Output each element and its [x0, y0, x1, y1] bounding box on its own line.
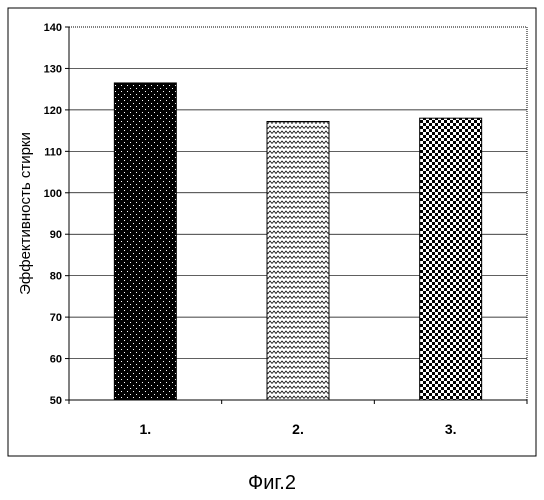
y-tick-label: 60	[50, 354, 62, 366]
bar-1	[114, 83, 176, 400]
x-tick-label: 1.	[139, 421, 151, 437]
y-tick-label: 120	[44, 105, 62, 117]
bar-3	[420, 118, 482, 400]
bar-2	[267, 121, 329, 400]
y-tick-label: 100	[44, 188, 62, 200]
y-tick-label: 70	[50, 312, 62, 324]
y-tick-label: 140	[44, 22, 62, 34]
y-tick-label: 90	[50, 229, 62, 241]
bars	[114, 83, 481, 400]
figure-caption: Фиг.2	[0, 472, 544, 495]
y-axis-label: Эффективность стирки	[17, 132, 34, 295]
x-tick-label: 2.	[292, 421, 304, 437]
x-tick-label: 3.	[445, 421, 457, 437]
y-tick-label: 110	[44, 146, 62, 158]
y-tick-label: 50	[50, 395, 62, 407]
y-tick-label: 80	[50, 271, 62, 283]
y-tick-label: 130	[44, 63, 62, 75]
